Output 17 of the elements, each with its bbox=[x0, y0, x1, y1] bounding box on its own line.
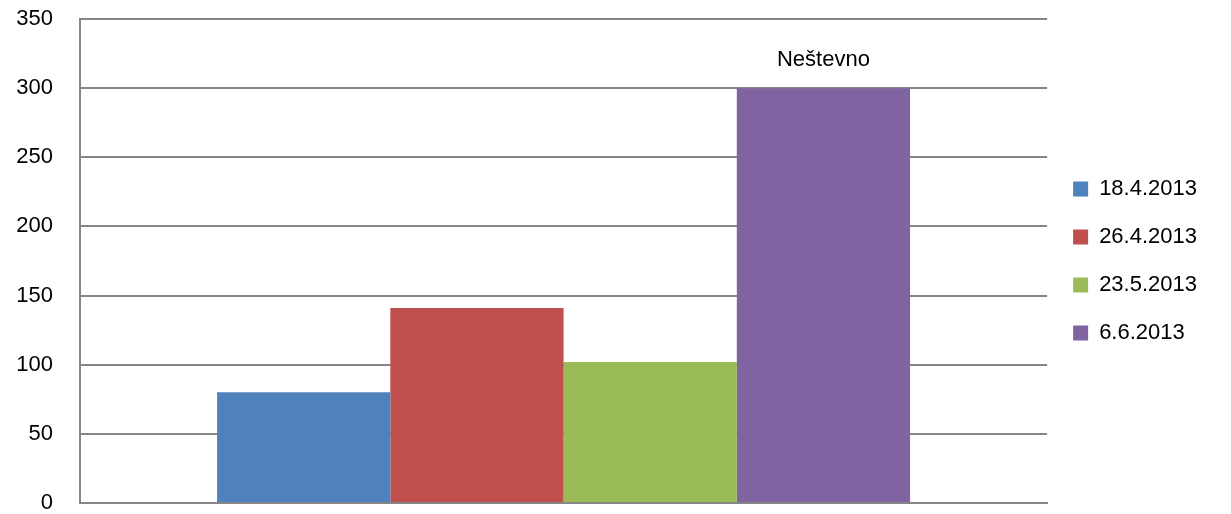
y-tick-label: 350 bbox=[16, 5, 53, 31]
legend-label: 23.5.2013 bbox=[1099, 271, 1197, 297]
bar bbox=[736, 88, 911, 502]
y-tick-label: 50 bbox=[28, 419, 53, 445]
y-tick-label: 250 bbox=[16, 143, 53, 169]
bar bbox=[390, 308, 564, 502]
legend-label: 26.4.2013 bbox=[1099, 223, 1197, 249]
y-tick-label: 0 bbox=[40, 489, 53, 514]
y-tick-label: 100 bbox=[16, 350, 53, 376]
legend-label: 6.6.2013 bbox=[1099, 319, 1185, 345]
data-label: Neštevno bbox=[776, 46, 870, 72]
legend-label: 18.4.2013 bbox=[1099, 175, 1197, 201]
bar bbox=[217, 392, 391, 502]
bar bbox=[563, 361, 737, 502]
y-tick-label: 150 bbox=[16, 281, 53, 307]
y-tick-label: 300 bbox=[16, 74, 53, 100]
y-tick-label: 200 bbox=[16, 212, 53, 238]
